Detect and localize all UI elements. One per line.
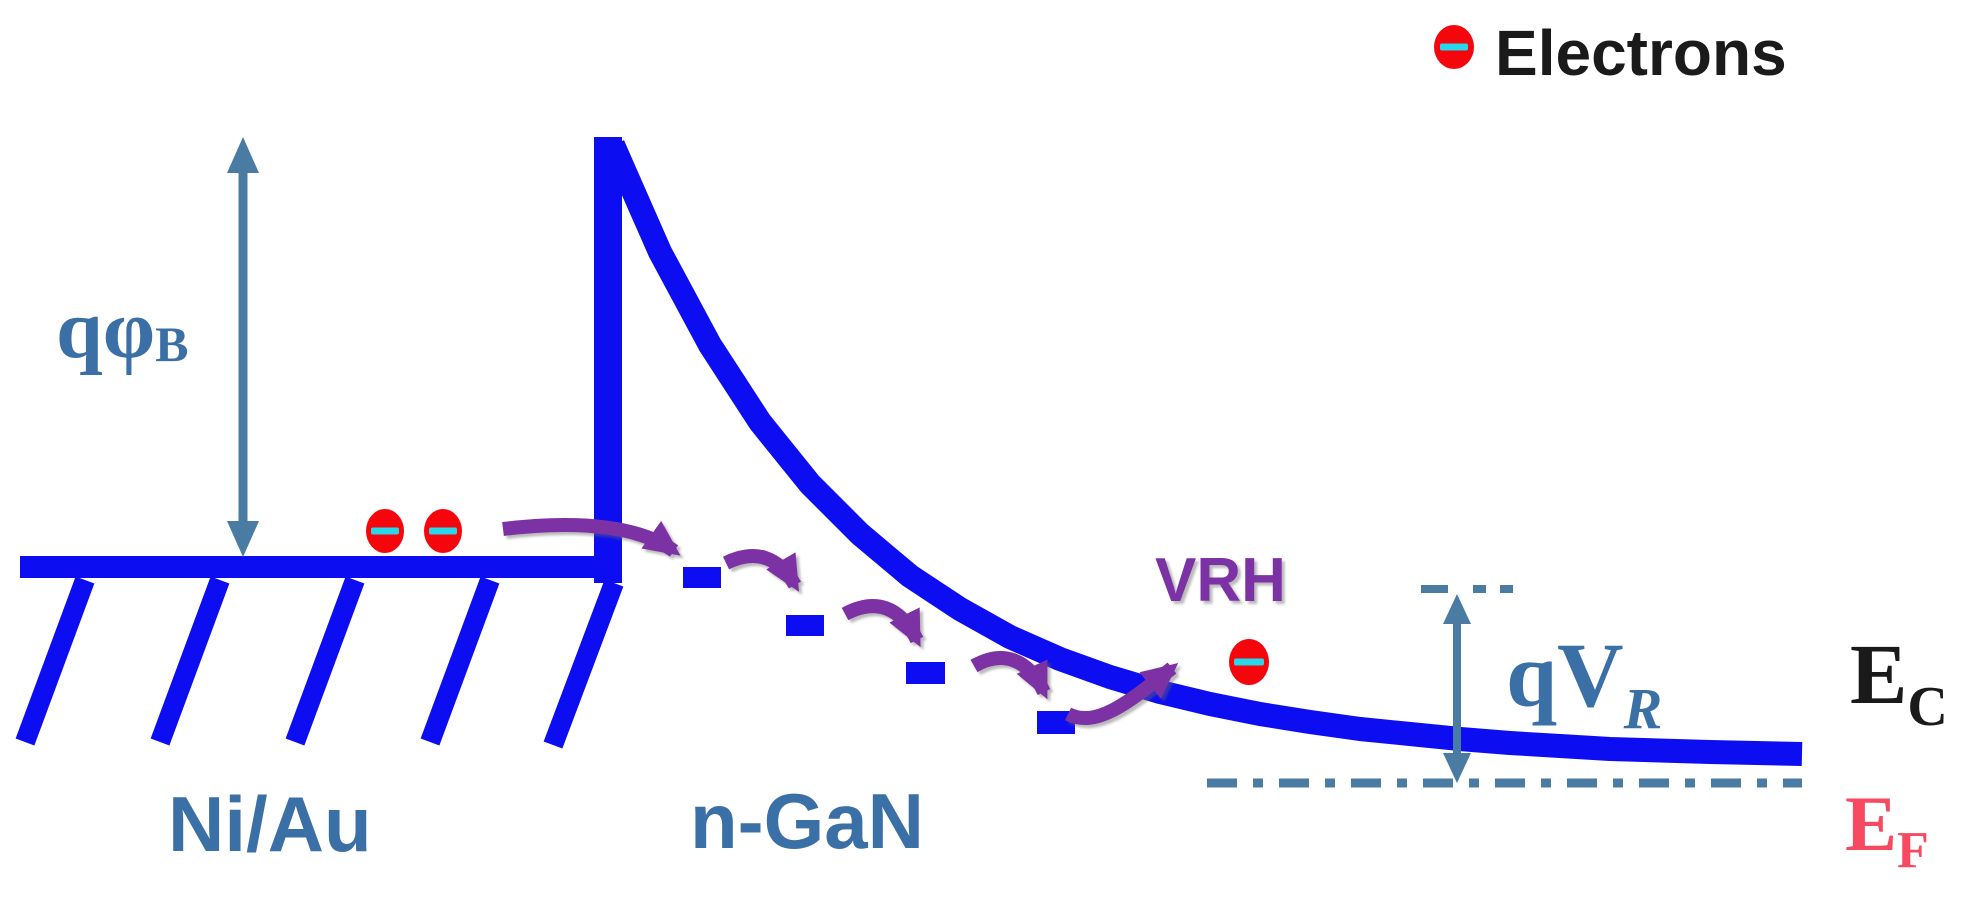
trap-state-dash [683, 567, 721, 588]
schottky-barrier-spike [594, 137, 622, 583]
vrh-hop-arrow [1064, 662, 1179, 725]
trap-state-dash [1037, 711, 1075, 734]
electron-on-metal [424, 509, 462, 553]
fermi-level-label: EF [1845, 780, 1929, 879]
metal-contact-group [15, 556, 624, 749]
conduction-band-curve [602, 140, 1803, 766]
reverse-bias-arrow-up-head-icon [1443, 594, 1471, 624]
legend-electron-minus-icon [1440, 43, 1468, 51]
barrier-height-label: qφB [56, 283, 189, 376]
conduction-band-sub: C [1907, 676, 1947, 738]
metal-fermi-line [20, 556, 620, 578]
metal-hatch-mark [285, 576, 365, 746]
hopping-arrow [970, 651, 1051, 700]
barrier-arrow-down-head-icon [227, 521, 259, 557]
fermi-level-main: E [1845, 780, 1897, 867]
reverse-bias-main: qV [1506, 624, 1624, 726]
hopping-arrow [502, 517, 681, 557]
vrh-label: VRH [1155, 546, 1286, 615]
barrier-arrow-up-head-icon [227, 137, 259, 173]
hopping-arrow [722, 549, 802, 592]
reference-dot [1500, 585, 1513, 593]
hopping-arrows-group: VRH [502, 517, 1286, 725]
conduction-band-label: EC [1850, 626, 1948, 738]
reverse-bias-arrow [1443, 594, 1471, 783]
electron-minus-icon [371, 527, 399, 535]
barrier-height-arrow [227, 137, 259, 557]
conduction-band-main: E [1850, 626, 1907, 722]
reverse-bias-sub: R [1623, 676, 1663, 741]
legend: Electrons [1434, 17, 1787, 89]
reference-dash [1421, 585, 1448, 593]
reference-dot [1473, 585, 1486, 593]
reverse-bias-arrow-down-head-icon [1443, 753, 1471, 783]
trap-state-dash [906, 662, 945, 684]
hopped-electron [1229, 639, 1269, 685]
hopping-arrow [841, 599, 924, 648]
electron-minus-icon [1234, 658, 1264, 666]
metal-hatch-mark [150, 576, 230, 746]
electron-minus-icon [429, 527, 457, 535]
trap-state-dash [786, 615, 824, 636]
metal-hatch-mark [543, 579, 624, 749]
metal-label: Ni/Au [168, 780, 372, 868]
metal-hatch-mark [15, 576, 95, 746]
barrier-height-main: qφ [56, 283, 155, 376]
electron-on-metal [366, 509, 404, 553]
band-edge-reference-dashdot [1421, 585, 1513, 593]
barrier-height-sub: B [155, 316, 188, 372]
metal-hatch-mark [420, 576, 500, 746]
fermi-level-sub: F [1897, 822, 1929, 879]
legend-label: Electrons [1495, 17, 1787, 89]
reverse-bias-label: qVR [1506, 624, 1662, 741]
semiconductor-label: n-GaN [690, 777, 924, 865]
